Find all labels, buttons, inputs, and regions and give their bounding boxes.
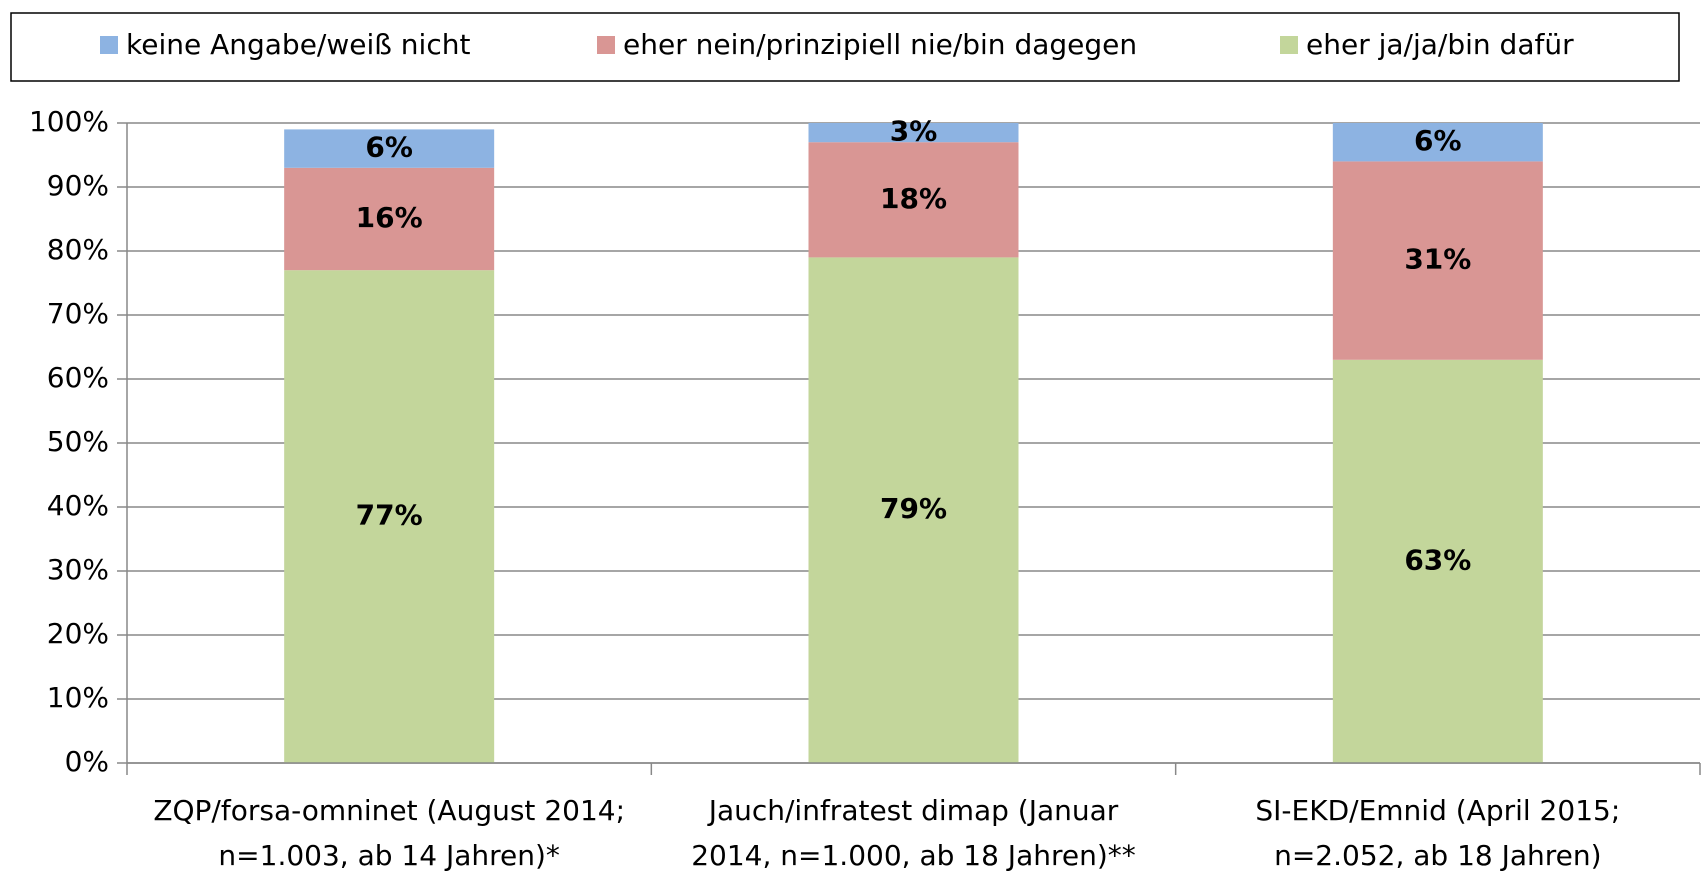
bar-segment <box>1332 359 1543 763</box>
y-tick-label: 40% <box>47 489 109 522</box>
x-tick-label: Jauch/infratest dimap (Januar <box>707 794 1119 827</box>
y-tick-label: 50% <box>47 425 109 458</box>
data-label: 31% <box>1404 243 1471 276</box>
data-label: 3% <box>890 115 938 148</box>
legend-label: eher nein/prinzipiell nie/bin dagegen <box>623 28 1137 61</box>
bar-segment <box>808 123 1019 143</box>
x-tick-label: n=2.052, ab 18 Jahren) <box>1274 839 1601 872</box>
y-tick-label: 70% <box>47 297 109 330</box>
y-tick-label: 80% <box>47 233 109 266</box>
x-tick-label: 2014, n=1.000, ab 18 Jahren)** <box>691 839 1136 872</box>
bar-segment <box>284 129 495 168</box>
bar-segment <box>808 257 1019 763</box>
y-tick-label: 10% <box>47 681 109 714</box>
bar-segment <box>808 142 1019 258</box>
legend-swatch <box>597 36 615 54</box>
bar-segment <box>284 270 495 763</box>
y-tick-label: 60% <box>47 361 109 394</box>
bar-segment <box>1332 123 1543 162</box>
data-label: 18% <box>880 182 947 215</box>
y-tick-label: 90% <box>47 169 109 202</box>
legend-box <box>10 12 1680 82</box>
data-label: 77% <box>356 499 423 532</box>
data-label: 63% <box>1404 543 1471 576</box>
data-label: 6% <box>1414 124 1462 157</box>
legend-swatch <box>100 36 118 54</box>
data-label: 79% <box>880 492 947 525</box>
y-tick-label: 20% <box>47 617 109 650</box>
y-tick-label: 100% <box>29 105 109 138</box>
data-label: 16% <box>356 201 423 234</box>
legend-label: eher ja/ja/bin dafür <box>1306 28 1574 61</box>
x-tick-label: ZQP/forsa-omninet (August 2014; <box>153 794 625 827</box>
data-label: 6% <box>365 131 413 164</box>
x-tick-label: SI-EKD/Emnid (April 2015; <box>1255 794 1620 827</box>
y-tick-label: 0% <box>65 745 109 778</box>
bar-segment <box>284 167 495 271</box>
bar-segment <box>1332 161 1543 360</box>
legend-swatch <box>1280 36 1298 54</box>
y-tick-label: 30% <box>47 553 109 586</box>
legend-label: keine Angabe/weiß nicht <box>126 28 470 61</box>
x-tick-label: n=1.003, ab 14 Jahren)* <box>218 839 559 872</box>
